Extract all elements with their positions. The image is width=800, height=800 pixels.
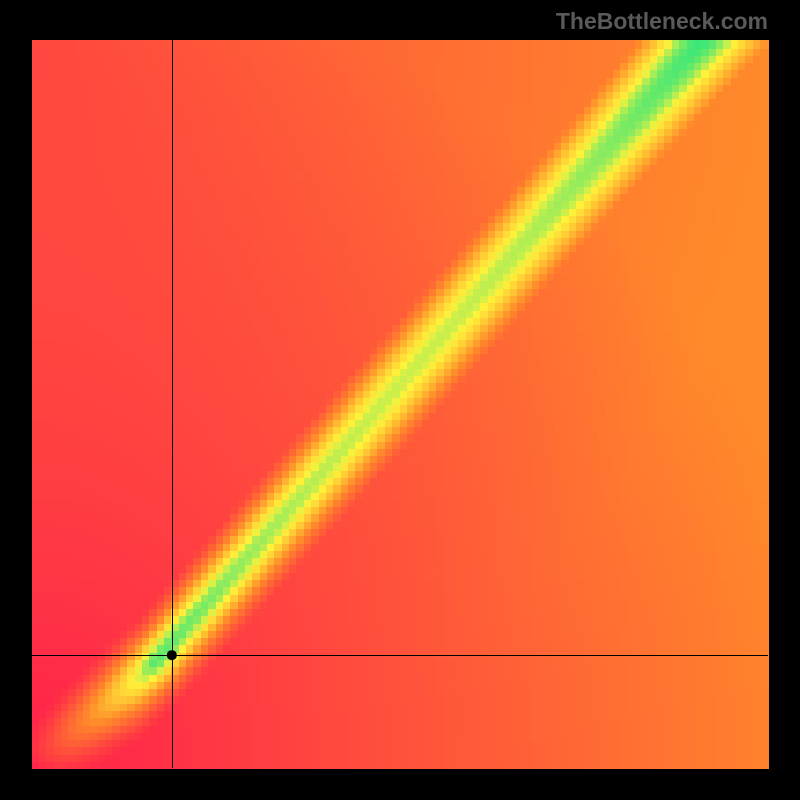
watermark-text: TheBottleneck.com — [556, 8, 768, 35]
bottleneck-heatmap-container: { "watermark": { "text": "TheBottleneck.… — [0, 0, 800, 800]
bottleneck-heatmap-canvas — [0, 0, 800, 800]
